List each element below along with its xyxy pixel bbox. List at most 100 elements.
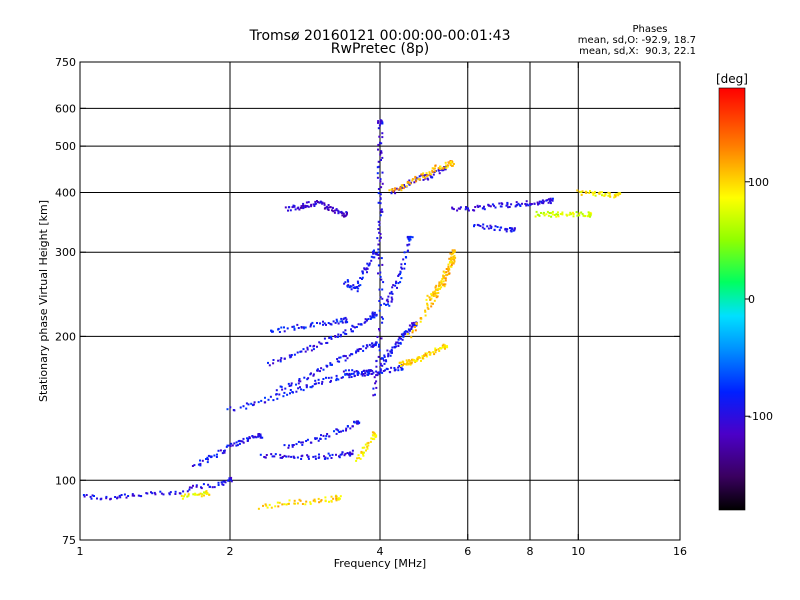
echo-point: [371, 431, 374, 434]
echo-point: [414, 329, 417, 332]
echo-point: [298, 208, 301, 211]
echo-point: [447, 263, 450, 266]
echo-point: [451, 206, 454, 209]
echo-point: [346, 279, 349, 282]
echo-point: [421, 357, 424, 360]
echo-point: [233, 442, 236, 445]
echo-point: [584, 215, 587, 217]
echo-point: [430, 176, 433, 179]
echo-point: [373, 433, 376, 436]
echo-point: [284, 206, 287, 209]
echo-point: [450, 160, 453, 163]
echo-point: [401, 364, 404, 366]
echo-point: [348, 369, 350, 372]
echo-point: [406, 250, 409, 253]
echo-point: [335, 208, 338, 211]
echo-point: [355, 351, 357, 354]
echo-point: [429, 174, 432, 177]
echo-point: [436, 289, 439, 291]
echo-point: [521, 202, 523, 205]
echo-point: [371, 369, 374, 372]
echo-point: [381, 136, 384, 139]
echo-point: [268, 503, 271, 506]
echo-point: [307, 377, 310, 380]
echo-point: [428, 296, 431, 299]
echo-point: [341, 321, 344, 324]
echo-point: [349, 453, 352, 456]
echo-point: [375, 374, 378, 377]
echo-point: [331, 209, 333, 212]
echo-point: [183, 495, 185, 498]
echo-point: [422, 175, 425, 178]
echo-point: [570, 213, 573, 215]
echo-point: [381, 171, 384, 174]
echo-point: [338, 456, 341, 459]
echo-point: [386, 298, 389, 301]
echo-point: [316, 368, 319, 371]
echo-point: [375, 386, 378, 389]
echo-point: [509, 227, 511, 229]
x-tick-label: 1: [77, 545, 84, 558]
echo-point: [265, 454, 268, 456]
echo-point: [449, 164, 452, 166]
echo-point: [105, 495, 108, 498]
echo-point: [344, 332, 346, 335]
echo-point: [300, 455, 303, 458]
echo-point: [404, 363, 407, 366]
echo-point: [199, 492, 202, 495]
echo-point: [137, 494, 140, 497]
echo-point: [315, 437, 318, 440]
echo-point: [296, 351, 299, 354]
echo-point: [426, 306, 429, 309]
echo-point: [361, 272, 364, 275]
echo-point: [305, 205, 308, 207]
echo-point: [367, 318, 370, 320]
echo-point: [200, 495, 203, 498]
echo-point: [432, 295, 435, 297]
echo-point: [120, 494, 123, 496]
echo-point: [207, 483, 210, 486]
echo-point: [304, 204, 307, 207]
echo-point: [239, 406, 242, 409]
echo-point: [228, 444, 231, 447]
echo-point: [370, 373, 373, 375]
echo-point: [379, 141, 381, 144]
echo-point: [589, 214, 592, 217]
echo-point: [428, 172, 431, 175]
echo-point: [337, 322, 340, 325]
echo-point: [217, 449, 220, 452]
echo-point: [444, 283, 447, 286]
echo-point: [490, 227, 493, 230]
echo-point: [322, 434, 325, 437]
echo-point: [580, 211, 583, 214]
echo-point: [430, 173, 433, 176]
echo-point: [288, 354, 291, 357]
echo-point: [440, 347, 442, 350]
echo-point: [194, 493, 197, 496]
echo-point: [371, 311, 374, 314]
echo-point: [295, 390, 298, 393]
echo-point: [356, 286, 358, 288]
echo-point: [400, 364, 402, 367]
echo-point: [303, 376, 306, 379]
echo-point: [452, 257, 455, 260]
echo-point: [366, 447, 369, 450]
echo-point: [373, 343, 376, 346]
echo-point: [298, 379, 300, 382]
echo-point: [298, 498, 301, 501]
echo-point: [253, 401, 256, 404]
echo-point: [264, 456, 267, 459]
echo-point: [582, 214, 585, 217]
echo-point: [400, 333, 403, 336]
echo-point: [276, 397, 279, 400]
y-axis-label: Stationary phase Virtual Height [km]: [37, 200, 50, 402]
echo-point: [315, 382, 318, 385]
echo-point: [267, 361, 269, 364]
echo-point: [432, 173, 435, 176]
echo-point: [180, 494, 183, 497]
echo-point: [452, 256, 455, 259]
echo-point: [388, 371, 391, 373]
echo-point: [379, 271, 382, 274]
echo-point: [186, 490, 189, 493]
echo-point: [272, 330, 274, 333]
